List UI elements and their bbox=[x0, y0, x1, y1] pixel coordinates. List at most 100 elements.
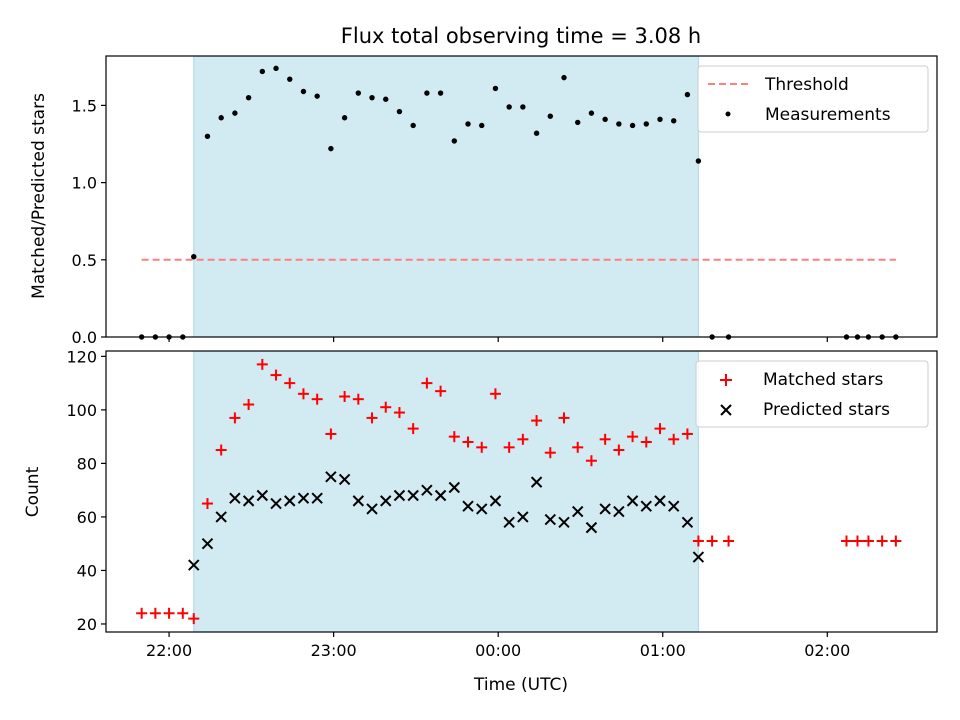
matched-star-point bbox=[339, 390, 351, 402]
measurement-point bbox=[575, 119, 581, 126]
matched-star-point bbox=[177, 607, 189, 619]
measurement-point bbox=[695, 158, 702, 164]
matched-star-point bbox=[229, 412, 241, 424]
top-observing-window bbox=[193, 55, 699, 338]
predicted-star-point bbox=[352, 495, 365, 507]
legend-matched-swatch bbox=[720, 374, 732, 386]
matched-star-point bbox=[297, 388, 309, 400]
matched-star-point bbox=[627, 431, 639, 443]
matched-star-point bbox=[366, 412, 378, 424]
predicted-star-point bbox=[284, 495, 296, 507]
measurement-point bbox=[191, 254, 197, 260]
matched-star-point bbox=[188, 613, 200, 625]
bottom-y-ticks: 20 40 60 80 100 120 bbox=[66, 347, 106, 634]
measurement-point bbox=[684, 91, 691, 98]
bottom-plot-area bbox=[136, 350, 902, 633]
predicted-star-point bbox=[530, 476, 543, 488]
x-axis-label: Time (UTC) bbox=[473, 675, 568, 695]
predicted-star-point bbox=[434, 489, 447, 502]
measurement-point bbox=[259, 68, 266, 75]
measurement-point bbox=[300, 88, 307, 95]
bottom-x-tick-label: 22:00 bbox=[146, 641, 192, 660]
measurement-point bbox=[547, 113, 553, 119]
measurement-point bbox=[657, 116, 663, 123]
legend-predicted-swatch bbox=[720, 404, 732, 416]
bottom-x-tick-label: 00:00 bbox=[475, 641, 521, 660]
matched-star-point bbox=[599, 433, 611, 445]
matched-star-point bbox=[311, 393, 323, 405]
matched-star-point bbox=[876, 535, 888, 547]
matched-star-point bbox=[489, 388, 501, 400]
measurement-point bbox=[218, 115, 224, 121]
matched-star-point bbox=[163, 607, 175, 619]
matched-star-point bbox=[136, 607, 148, 619]
measurement-point bbox=[204, 133, 211, 139]
bottom-x-tick-label: 02:00 bbox=[804, 641, 850, 660]
top-axes-frame bbox=[105, 55, 938, 338]
bottom-axes-frame bbox=[105, 350, 938, 633]
measurement-point bbox=[341, 115, 348, 121]
predicted-star-point bbox=[256, 489, 269, 502]
matched-star-point bbox=[654, 423, 666, 435]
measurement-point bbox=[465, 121, 471, 127]
matched-star-point bbox=[462, 436, 474, 448]
matched-star-point bbox=[201, 498, 213, 510]
legend-predicted-label: Predicted stars bbox=[763, 400, 890, 420]
matched-star-point bbox=[421, 377, 433, 389]
predicted-star-point bbox=[325, 471, 337, 483]
predicted-star-point bbox=[517, 511, 529, 523]
matched-star-point bbox=[407, 423, 419, 435]
measurement-point bbox=[410, 122, 416, 129]
chart-title: Flux total observing time = 3.08 h bbox=[341, 24, 701, 48]
predicted-star-point bbox=[489, 495, 502, 507]
legend-measurements-swatch bbox=[725, 111, 731, 117]
measurement-point bbox=[369, 94, 375, 101]
bottom-legend: Matched stars Predicted stars bbox=[695, 360, 929, 428]
matched-star-point bbox=[640, 436, 652, 448]
matched-star-point bbox=[531, 415, 543, 427]
predicted-star-point bbox=[585, 521, 598, 534]
matched-star-point bbox=[517, 433, 529, 445]
legend-measurements-label: Measurements bbox=[765, 105, 891, 125]
predicted-star-point bbox=[242, 495, 255, 507]
matched-star-point bbox=[352, 393, 364, 405]
top-y-ticks: 0.0 0.5 1.0 1.5 bbox=[72, 96, 828, 347]
predicted-star-point bbox=[393, 489, 406, 502]
predicted-star-point bbox=[229, 492, 241, 504]
top-panel: 0.0 0.5 1.0 1.5 Matched/Predicted stars Thr… bbox=[29, 55, 938, 347]
predicted-star-point bbox=[681, 516, 694, 528]
matched-star-point bbox=[435, 385, 447, 397]
predicted-star-point bbox=[599, 503, 611, 515]
bottom-x-tick-label: 01:00 bbox=[640, 641, 686, 660]
predicted-star-point bbox=[297, 492, 310, 504]
predicted-star-point bbox=[544, 513, 557, 526]
measurement-point bbox=[437, 90, 444, 96]
measurement-point bbox=[328, 145, 334, 152]
matched-star-point bbox=[723, 535, 735, 547]
matched-star-point bbox=[448, 431, 460, 443]
predicted-star-point bbox=[558, 516, 570, 528]
top-y-axis-label: Matched/Predicted stars bbox=[29, 93, 49, 299]
matched-star-point bbox=[840, 535, 852, 547]
matched-star-point bbox=[544, 447, 556, 459]
matched-star-point bbox=[681, 428, 693, 440]
matched-star-point bbox=[613, 444, 625, 456]
measurement-point bbox=[287, 76, 293, 82]
measurement-point bbox=[671, 118, 677, 124]
predicted-star-point bbox=[407, 489, 419, 502]
bottom-x-ticks: 22:00 23:00 00:00 01:00 02:00 bbox=[146, 632, 850, 660]
matched-star-point bbox=[692, 535, 704, 547]
predicted-star-point bbox=[692, 551, 705, 563]
matched-star-point bbox=[215, 444, 227, 456]
predicted-star-point bbox=[503, 516, 515, 528]
predicted-star-point bbox=[366, 503, 378, 515]
matched-star-point bbox=[706, 535, 718, 547]
matched-star-point bbox=[558, 412, 570, 424]
measurement-point bbox=[479, 122, 485, 129]
measurement-point bbox=[451, 138, 458, 144]
predicted-star-point bbox=[448, 481, 461, 494]
measurement-point bbox=[355, 90, 362, 96]
matched-star-point bbox=[572, 441, 584, 453]
predicted-star-point bbox=[215, 511, 227, 523]
